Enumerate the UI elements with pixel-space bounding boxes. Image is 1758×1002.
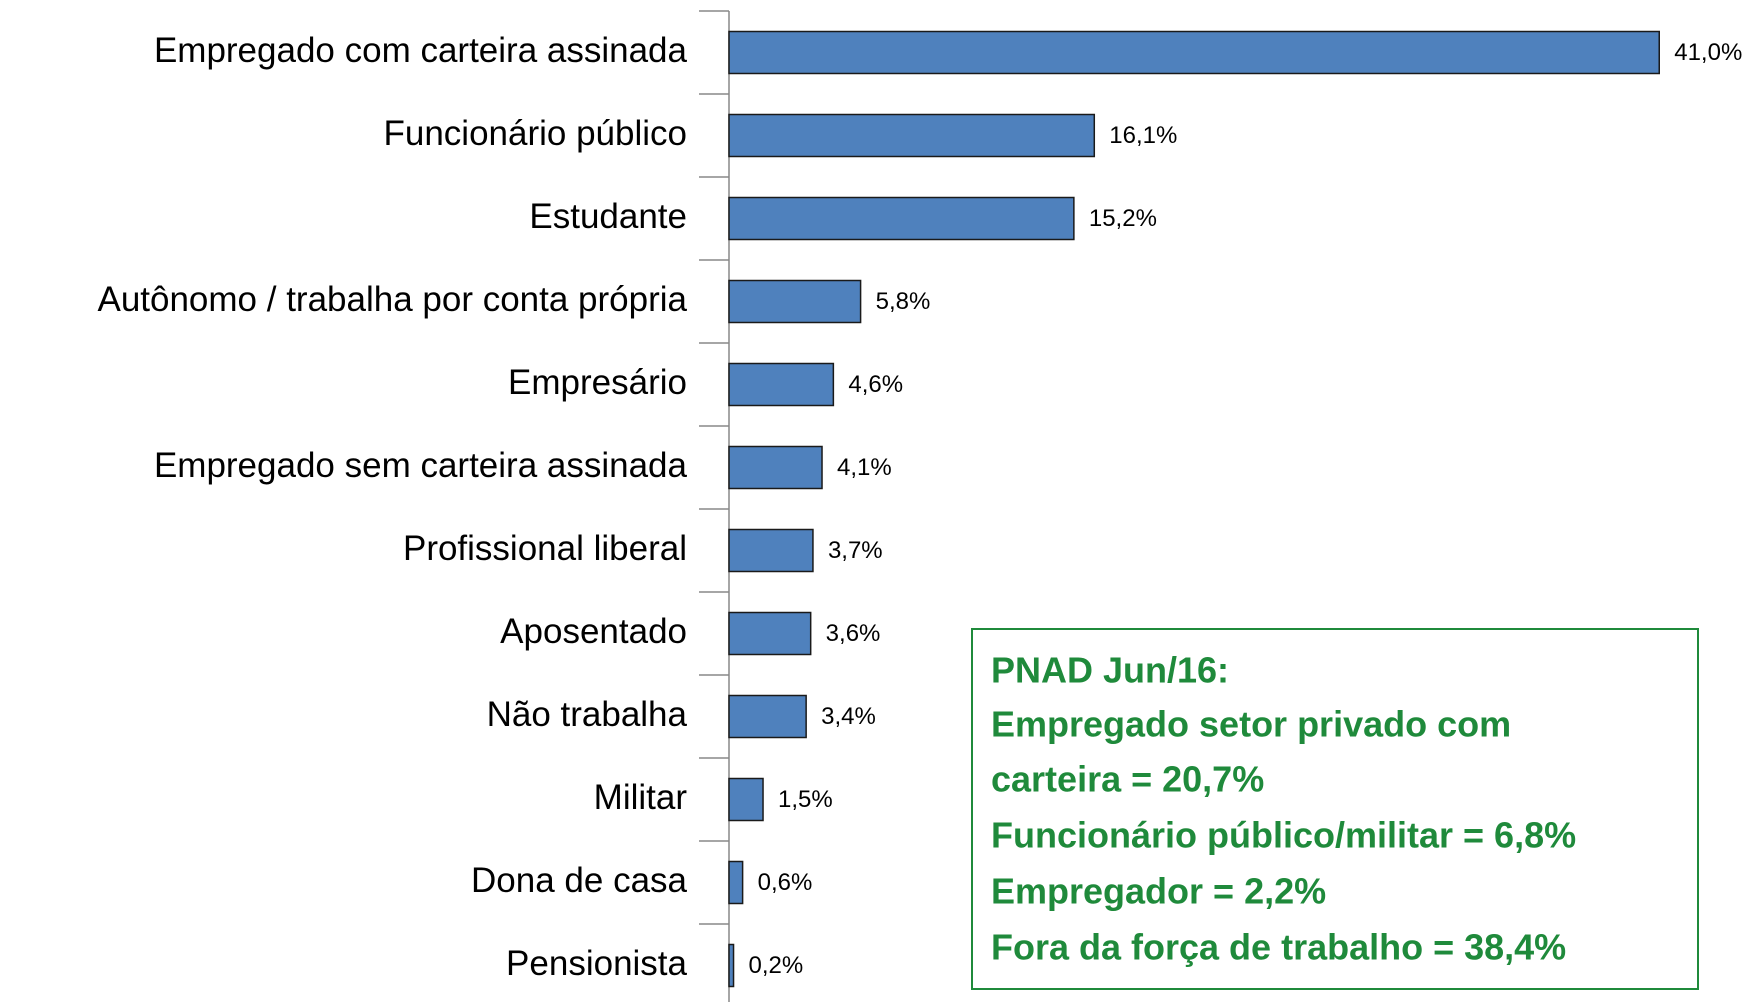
category-label: Empregado sem carteira assinada — [154, 446, 688, 485]
value-label: 0,2% — [749, 952, 804, 979]
value-label: 3,7% — [828, 537, 883, 564]
value-label: 3,4% — [821, 703, 876, 730]
annotation-line: Empregador = 2,2% — [991, 871, 1326, 912]
bar — [728, 196, 1075, 241]
annotation-line: PNAD Jun/16: — [991, 650, 1229, 691]
category-label: Aposentado — [500, 612, 687, 651]
bar — [728, 362, 835, 407]
value-label: 15,2% — [1089, 205, 1157, 232]
bar — [728, 694, 807, 739]
annotation-line: carteira = 20,7% — [991, 759, 1264, 800]
value-label: 16,1% — [1109, 122, 1177, 149]
category-label: Não trabalha — [487, 695, 688, 734]
bar — [728, 860, 744, 905]
category-label: Empregado com carteira assinada — [154, 31, 688, 70]
bar — [728, 777, 764, 822]
category-label: Militar — [594, 778, 688, 817]
value-label: 4,1% — [837, 454, 892, 481]
category-label: Funcionário público — [383, 114, 687, 153]
bar — [728, 445, 823, 490]
value-label: 5,8% — [876, 288, 931, 315]
category-label: Autônomo / trabalha por conta própria — [97, 280, 687, 319]
value-label: 41,0% — [1674, 39, 1742, 66]
category-label: Pensionista — [506, 944, 687, 983]
category-label: Dona de casa — [471, 861, 688, 900]
annotation-line: Fora da força de trabalho = 38,4% — [991, 927, 1566, 968]
category-label: Estudante — [529, 197, 687, 236]
bar — [728, 943, 735, 988]
value-label: 4,6% — [848, 371, 903, 398]
value-label: 3,6% — [826, 620, 881, 647]
bar — [728, 528, 814, 573]
value-label: 1,5% — [778, 786, 833, 813]
bar — [728, 30, 1660, 75]
category-label: Profissional liberal — [403, 529, 687, 568]
annotation-line: Funcionário público/militar = 6,8% — [991, 815, 1576, 856]
category-label: Empresário — [508, 363, 687, 402]
value-label: 0,6% — [758, 869, 813, 896]
bar — [728, 611, 812, 656]
bar — [728, 279, 862, 324]
annotation-box — [971, 628, 1699, 990]
bar — [728, 113, 1096, 158]
annotation-line: Empregado setor privado com — [991, 704, 1511, 745]
